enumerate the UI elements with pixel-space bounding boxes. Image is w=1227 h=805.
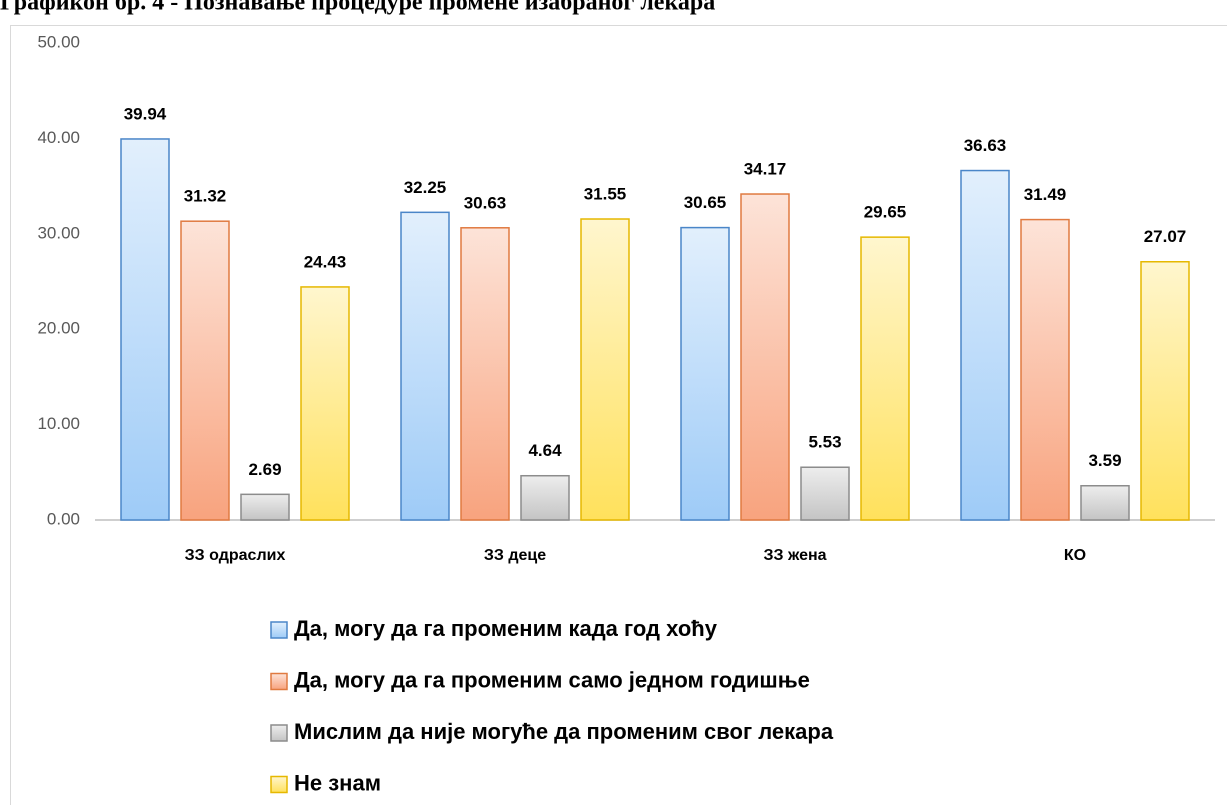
- bar: [800, 466, 850, 521]
- bar: [120, 138, 170, 521]
- bar: [1080, 485, 1130, 521]
- legend-label: Да, могу да га променим само једном годи…: [294, 667, 810, 692]
- bar: [860, 236, 910, 521]
- data-label: 4.64: [528, 441, 562, 460]
- bar: [580, 218, 630, 521]
- bar: [680, 226, 730, 521]
- y-tick-label: 10.00: [37, 414, 80, 433]
- x-tick-label: ЗЗ одраслих: [185, 547, 286, 564]
- data-label: 29.65: [864, 203, 907, 222]
- bar: [400, 211, 450, 521]
- y-tick-label: 50.00: [37, 32, 80, 51]
- legend-label: Не знам: [294, 770, 381, 795]
- x-tick-label: КО: [1064, 547, 1086, 564]
- bar: [460, 227, 510, 521]
- bar: [300, 286, 350, 521]
- x-tick-label: ЗЗ деце: [484, 547, 546, 564]
- y-tick-label: 30.00: [37, 223, 80, 242]
- legend-swatch: [270, 724, 288, 742]
- bar: [960, 169, 1010, 521]
- data-label: 5.53: [808, 433, 841, 452]
- bar: [520, 474, 570, 521]
- bar: [1020, 218, 1070, 521]
- data-label: 36.63: [964, 136, 1007, 155]
- data-label: 31.32: [184, 187, 227, 206]
- data-label: 32.25: [404, 178, 447, 197]
- data-label: 39.94: [124, 104, 167, 123]
- bar: [240, 493, 290, 521]
- y-tick-label: 0.00: [47, 509, 80, 528]
- data-label: 3.59: [1088, 451, 1121, 470]
- legend-swatch: [270, 621, 288, 639]
- x-tick-label: ЗЗ жена: [763, 547, 826, 564]
- legend-label: Да, могу да га променим када год хоћу: [294, 616, 718, 641]
- data-label: 31.49: [1024, 185, 1067, 204]
- data-label: 34.17: [744, 160, 787, 179]
- legend-swatch: [270, 775, 288, 794]
- chart-title: Графикон бр. 4 - Познавање процедуре про…: [0, 0, 715, 16]
- y-tick-label: 40.00: [37, 128, 80, 147]
- legend-label: Мислим да није могуће да променим свог л…: [294, 719, 834, 744]
- data-label: 24.43: [304, 252, 347, 271]
- y-tick-label: 20.00: [37, 319, 80, 338]
- data-label: 31.55: [584, 184, 627, 203]
- data-label: 30.63: [464, 193, 507, 212]
- legend-swatch: [270, 672, 288, 691]
- bar: [740, 193, 790, 521]
- data-label: 2.69: [248, 460, 281, 479]
- bar: [1140, 261, 1190, 521]
- data-label: 30.65: [684, 193, 727, 212]
- data-label: 27.07: [1144, 227, 1187, 246]
- bar: [180, 220, 230, 521]
